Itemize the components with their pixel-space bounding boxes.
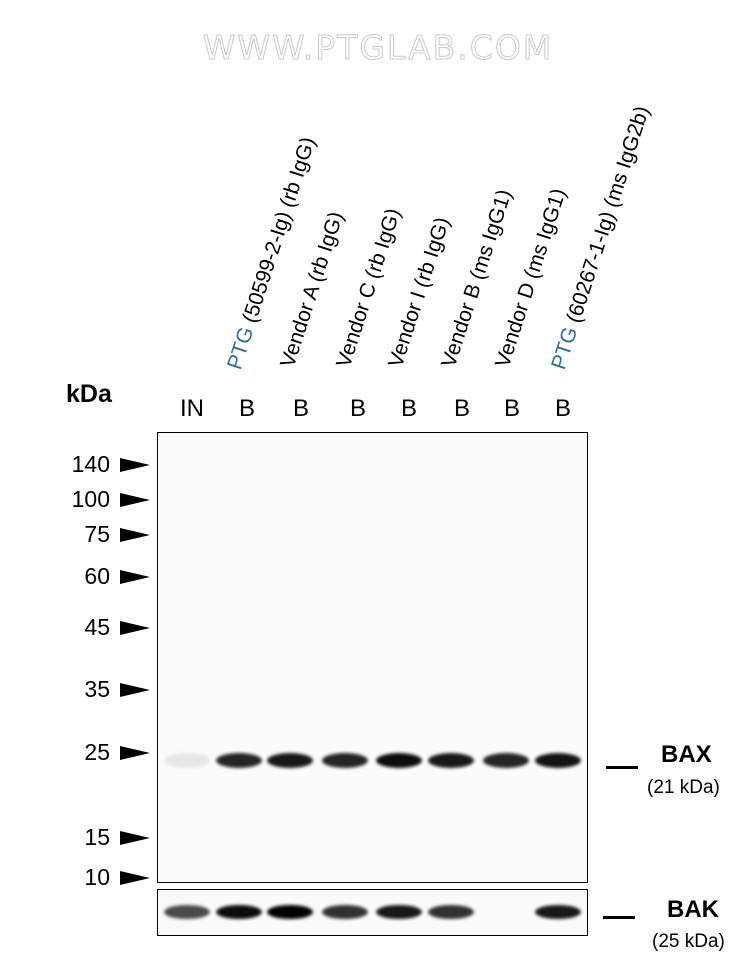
- marker-15: 15: [40, 826, 152, 849]
- lane-type-2: B: [292, 395, 309, 422]
- ptg-prefix: PTG: [223, 324, 259, 373]
- bax-label: BAX: [661, 741, 712, 768]
- marker-75: 75: [40, 523, 152, 546]
- marker-140: 140: [40, 453, 152, 476]
- lane-label-7: PTG (60267-1-Ig) (ms IgG2b): [547, 103, 655, 373]
- kda-axis-title: kDa: [66, 380, 112, 408]
- bak-indicator-line: [603, 916, 635, 919]
- bak-band-lane-5: [428, 905, 474, 919]
- bax-indicator-line: [606, 766, 638, 769]
- lane-type-0: IN: [180, 395, 204, 422]
- bax-blot-panel: [157, 432, 588, 883]
- bak-blot-panel: [157, 889, 588, 936]
- marker-45: 45: [40, 616, 152, 639]
- bak-band-lane-4: [376, 905, 422, 919]
- bak-band-lane-1: [216, 905, 262, 919]
- bak-band-lane-0: [164, 905, 210, 919]
- marker-arrow-icon: [120, 493, 150, 507]
- bak-band-lane-7: [535, 905, 581, 919]
- bax-band-lane-4: [376, 753, 422, 768]
- bax-band-lane-7: [535, 753, 581, 768]
- lane-type-5: B: [453, 395, 470, 422]
- marker-arrow-icon: [120, 570, 150, 584]
- lane-type-4: B: [400, 395, 417, 422]
- bak-band-lane-3: [322, 905, 368, 919]
- lane-type-1: B: [238, 395, 255, 422]
- marker-60: 60: [40, 565, 152, 588]
- marker-arrow-icon: [120, 831, 150, 845]
- marker-arrow-icon: [120, 528, 150, 542]
- bax-band-lane-3: [322, 753, 368, 768]
- bax-band-lane-2: [267, 753, 313, 768]
- ptg-prefix: PTG: [547, 324, 583, 373]
- marker-25: 25: [40, 741, 152, 764]
- marker-arrow-icon: [120, 458, 150, 472]
- lane-type-6: B: [503, 395, 520, 422]
- marker-arrow-icon: [120, 621, 150, 635]
- marker-arrow-icon: [120, 871, 150, 885]
- watermark: WWW.PTGLAB.COM: [202, 28, 554, 68]
- marker-10: 10: [40, 866, 152, 889]
- bax-band-lane-6: [483, 753, 529, 768]
- marker-100: 100: [40, 488, 152, 511]
- marker-35: 35: [40, 678, 152, 701]
- bax-band-lane-1: [216, 753, 262, 768]
- bak-size: (25 kDa): [652, 931, 725, 952]
- lane-type-7: B: [554, 395, 571, 422]
- bak-label: BAK: [667, 896, 719, 923]
- marker-arrow-icon: [120, 746, 150, 760]
- bax-band-lane-0: [164, 753, 210, 768]
- marker-arrow-icon: [120, 683, 150, 697]
- lane-type-3: B: [349, 395, 366, 422]
- bak-band-lane-2: [267, 905, 313, 919]
- bax-size: (21 kDa): [647, 777, 720, 798]
- bax-band-lane-5: [428, 753, 474, 768]
